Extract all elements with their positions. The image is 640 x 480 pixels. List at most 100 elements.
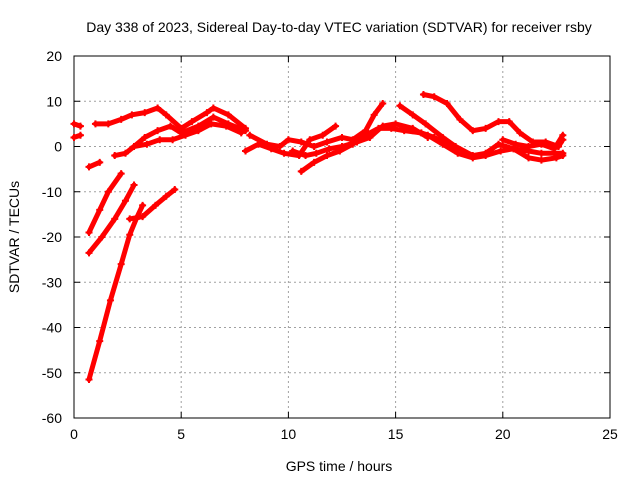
y-axis-label: SDTVAR / TECUs: [6, 181, 22, 293]
data-point: [424, 131, 432, 139]
data-point: [117, 260, 125, 268]
data-point: [141, 133, 149, 141]
data-point: [207, 120, 215, 128]
data-point: [469, 127, 477, 135]
data-point: [559, 149, 567, 157]
data-point: [169, 136, 177, 144]
series-track-7: [85, 170, 125, 236]
x-tick-label: 25: [602, 426, 618, 442]
data-point: [128, 111, 136, 119]
x-tick-label: 5: [177, 426, 185, 442]
series-track-6: [130, 120, 245, 150]
data-point: [242, 127, 250, 135]
data-point: [141, 109, 149, 117]
series-track-11: [246, 100, 387, 150]
data-point: [306, 136, 314, 144]
data-point: [121, 197, 129, 205]
series-track-5: [111, 113, 250, 160]
data-point: [280, 149, 288, 157]
data-point: [430, 93, 438, 101]
data-point: [91, 120, 99, 128]
data-point: [297, 138, 305, 146]
data-point: [454, 149, 462, 157]
data-point: [310, 143, 318, 150]
data-point: [130, 143, 138, 150]
data-marks: [70, 90, 567, 384]
data-point: [143, 140, 151, 148]
data-point: [370, 111, 378, 119]
data-point: [254, 140, 262, 148]
y-tick-label: 0: [54, 139, 62, 155]
data-point: [510, 145, 518, 153]
data-point: [267, 145, 275, 153]
data-point: [297, 167, 305, 175]
data-point: [106, 296, 114, 304]
data-point: [396, 102, 404, 110]
data-point: [85, 163, 93, 171]
data-point: [117, 115, 125, 123]
ticks: 0 5 10 15 20 25 -60 -50 -40 -30 -20 -10 0 10 20: [42, 48, 618, 442]
data-point: [76, 122, 84, 130]
data-point: [111, 215, 119, 223]
data-point: [98, 233, 106, 241]
data-point: [537, 140, 545, 148]
data-point: [443, 100, 451, 108]
data-point: [209, 113, 217, 121]
data-point: [319, 131, 327, 139]
data-point: [154, 104, 162, 112]
data-point: [203, 109, 211, 117]
data-point: [379, 122, 387, 130]
data-point: [117, 170, 125, 178]
data-point: [302, 152, 310, 160]
data-point: [525, 154, 533, 162]
data-point: [505, 118, 513, 126]
series-trace: [86, 171, 124, 235]
data-point: [104, 120, 112, 128]
data-point: [537, 149, 545, 157]
data-point: [284, 136, 292, 144]
y-tick-label: -50: [42, 365, 62, 381]
y-tick-label: -40: [42, 320, 62, 336]
series-track-18: [499, 131, 567, 153]
data-point: [559, 131, 567, 139]
data-point: [85, 228, 93, 236]
series-track-16: [419, 90, 567, 150]
data-point: [162, 111, 170, 119]
data-point: [209, 104, 217, 112]
data-point: [166, 122, 174, 130]
data-point: [332, 122, 340, 130]
data-point: [139, 213, 147, 221]
data-point: [422, 120, 430, 128]
data-point: [497, 147, 505, 155]
data-point: [452, 143, 460, 150]
data-point: [323, 138, 331, 146]
data-point: [525, 143, 533, 150]
data-point: [162, 192, 170, 200]
data-point: [156, 136, 164, 144]
y-tick-label: 20: [46, 48, 62, 64]
data-point: [85, 376, 93, 384]
data-point: [439, 140, 447, 148]
data-point: [70, 133, 78, 141]
data-point: [224, 111, 232, 119]
data-point: [76, 131, 84, 139]
data-point: [246, 131, 254, 139]
chart-title: Day 338 of 2023, Sidereal Day-to-day VTE…: [86, 19, 592, 35]
y-tick-label: 10: [46, 93, 62, 109]
data-point: [537, 156, 545, 164]
data-point: [126, 215, 134, 223]
y-tick-label: -30: [42, 274, 62, 290]
data-point: [482, 124, 490, 132]
data-point: [96, 337, 104, 345]
data-point: [550, 145, 558, 153]
data-point: [242, 147, 250, 155]
data-point: [516, 129, 524, 137]
series-track-8: [85, 181, 138, 257]
data-point: [310, 158, 318, 166]
data-point: [222, 122, 230, 130]
data-point: [379, 100, 387, 108]
data-point: [353, 138, 361, 146]
data-point: [104, 188, 112, 196]
data-point: [409, 127, 417, 135]
data-point: [130, 181, 138, 189]
